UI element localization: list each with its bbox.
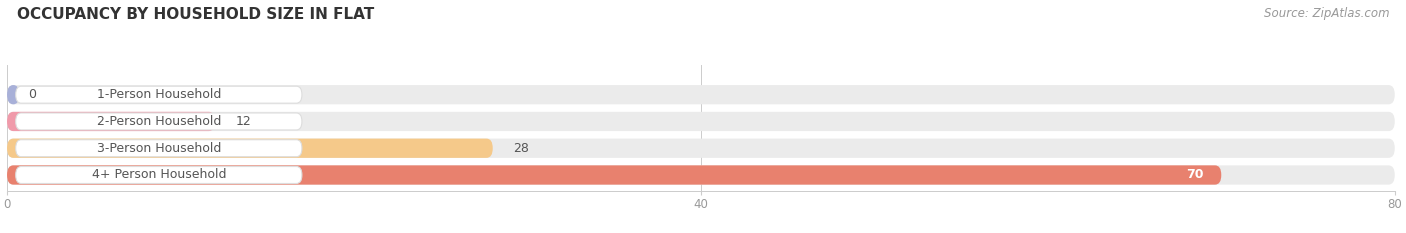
FancyBboxPatch shape: [15, 140, 302, 157]
FancyBboxPatch shape: [7, 165, 1222, 185]
FancyBboxPatch shape: [7, 139, 1395, 158]
Text: 12: 12: [236, 115, 252, 128]
FancyBboxPatch shape: [7, 85, 20, 104]
FancyBboxPatch shape: [15, 86, 302, 103]
FancyBboxPatch shape: [7, 85, 1395, 104]
Text: 28: 28: [513, 142, 530, 155]
FancyBboxPatch shape: [15, 113, 302, 130]
FancyBboxPatch shape: [7, 165, 1395, 185]
FancyBboxPatch shape: [7, 112, 215, 131]
Text: 4+ Person Household: 4+ Person Household: [91, 168, 226, 182]
FancyBboxPatch shape: [15, 167, 302, 183]
FancyBboxPatch shape: [7, 139, 492, 158]
Text: 0: 0: [28, 88, 35, 101]
Text: 70: 70: [1187, 168, 1204, 182]
Text: 2-Person Household: 2-Person Household: [97, 115, 221, 128]
FancyBboxPatch shape: [7, 112, 1395, 131]
Text: Source: ZipAtlas.com: Source: ZipAtlas.com: [1264, 7, 1389, 20]
Text: 3-Person Household: 3-Person Household: [97, 142, 221, 155]
Text: 1-Person Household: 1-Person Household: [97, 88, 221, 101]
Text: OCCUPANCY BY HOUSEHOLD SIZE IN FLAT: OCCUPANCY BY HOUSEHOLD SIZE IN FLAT: [17, 7, 374, 22]
